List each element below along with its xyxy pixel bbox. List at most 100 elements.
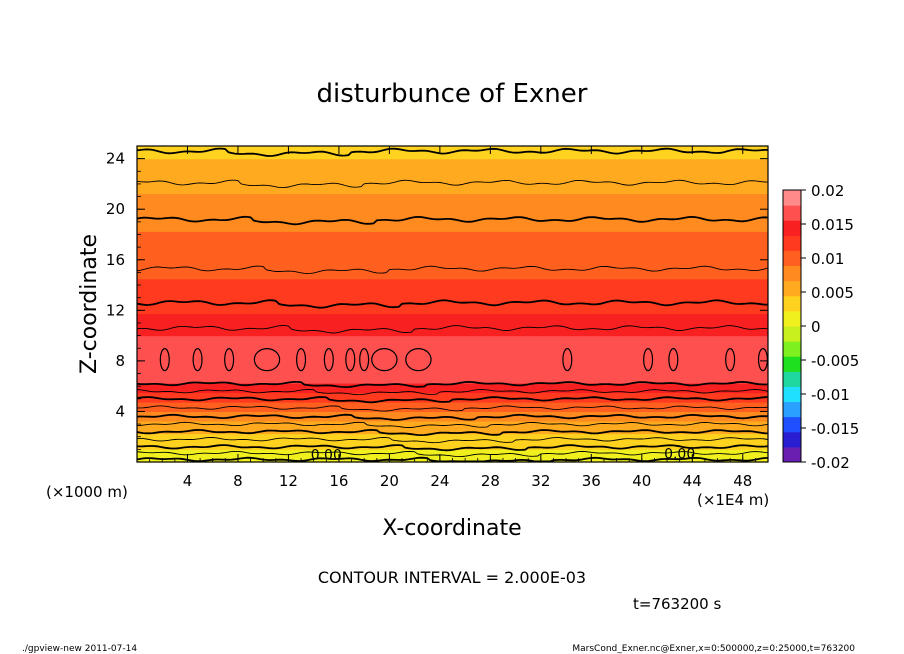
contour-line	[136, 450, 769, 458]
field-band	[137, 446, 768, 450]
field-band	[137, 345, 768, 349]
field-band	[137, 354, 768, 359]
x-tick-label: 44	[683, 472, 702, 490]
field-band	[137, 443, 768, 447]
contour-cell	[345, 348, 356, 372]
field-band	[137, 395, 768, 400]
colorbar-tick-label: -0.01	[811, 386, 850, 404]
field-band	[137, 357, 768, 362]
x-axis-title: X-coordinate	[382, 516, 521, 541]
contour-cell	[668, 348, 679, 372]
contour-cell	[323, 348, 334, 372]
field-band	[137, 253, 768, 258]
contour-line	[136, 421, 769, 428]
field-band	[137, 322, 768, 327]
contour-line	[136, 428, 769, 437]
footer-left: ./gpview-new 2011-07-14	[22, 644, 137, 654]
field-band	[137, 218, 768, 223]
field-band	[137, 288, 768, 292]
field-band	[137, 215, 768, 220]
field-band	[137, 389, 768, 394]
field-band	[137, 392, 768, 397]
x-tick-label: 40	[632, 472, 651, 490]
field-band	[137, 275, 768, 280]
y-unit-label: (×1000 m)	[46, 483, 128, 501]
footer-right: MarsCond_Exner.nc@Exner,x=0:500000,z=0:2…	[572, 644, 855, 654]
colorbar-tick-label: 0	[811, 318, 821, 336]
field-band	[137, 376, 768, 381]
field-band	[137, 439, 768, 444]
colorbar-swatch	[783, 235, 801, 251]
field-band	[137, 171, 768, 176]
field-band	[137, 364, 768, 368]
x-tick-label: 16	[329, 472, 348, 490]
x-tick-label: 24	[430, 472, 449, 490]
field-band	[137, 449, 768, 454]
x-tick-label: 32	[531, 472, 550, 490]
contour-cell	[371, 348, 398, 372]
contour-line	[136, 396, 769, 404]
plot-area	[137, 146, 768, 463]
field-band	[137, 225, 768, 229]
field-band	[137, 146, 768, 150]
y-axis: 4 8 12 16 20 24	[106, 150, 768, 450]
contour-label: 0.00	[311, 448, 342, 464]
contour-cell	[725, 348, 736, 372]
field-band	[137, 436, 768, 441]
field-band	[137, 338, 768, 343]
contour-line	[136, 380, 769, 389]
field-band	[137, 168, 768, 172]
colorbar-swatch	[783, 401, 801, 418]
field-band	[137, 199, 768, 204]
contour-interval-text: CONTOUR INTERVAL = 2.000E-03	[318, 568, 586, 587]
contour-line	[136, 265, 769, 275]
field-band	[137, 386, 768, 390]
colorbar-swatch	[783, 265, 801, 282]
colorbar-swatch	[783, 190, 801, 206]
field-band	[137, 307, 768, 311]
contour-cell	[224, 348, 235, 372]
field-band	[137, 291, 768, 296]
colorbar-swatch	[783, 310, 801, 327]
field-band	[137, 196, 768, 201]
field-band	[137, 212, 768, 217]
field-band	[137, 427, 768, 431]
x-unit-label: (×1E4 m)	[697, 491, 769, 509]
y-tick-label: 12	[106, 301, 125, 319]
contour-lines: 0.00 0.00	[136, 147, 769, 464]
colorbar-tick-label: -0.02	[811, 454, 850, 472]
contour-line	[136, 389, 769, 396]
contour-line	[137, 437, 769, 444]
field-band	[137, 243, 768, 248]
field-band	[137, 247, 768, 251]
field-band	[137, 326, 768, 330]
contour-label: 0.00	[664, 446, 695, 462]
colorbar-swatch	[783, 205, 801, 221]
field-band	[137, 152, 768, 157]
contour-line	[137, 444, 769, 452]
field-band	[137, 221, 768, 226]
colorbar-tick-label: -0.015	[811, 420, 859, 438]
field-band	[137, 237, 768, 242]
contour-line	[136, 299, 769, 309]
field-band	[137, 206, 768, 210]
field-band	[137, 158, 768, 163]
colorbar-swatch	[783, 341, 801, 357]
colorbar: 0.02 0.015 0.01 0.005 0 -0.005 -0.01 -0.015 -0.0…	[782, 182, 859, 472]
colorbar-tick-label: 0.01	[811, 250, 844, 268]
colorbar-swatch	[783, 326, 801, 342]
field-band	[137, 304, 768, 308]
colorbar-tick-label: 0.005	[811, 284, 854, 302]
field-band	[137, 285, 768, 289]
field-band	[137, 259, 768, 264]
x-axis: 4 8 12 16 20 24 28 32 36 40 44 48	[149, 146, 756, 490]
contour-cell	[757, 348, 768, 372]
field-band	[137, 228, 768, 232]
y-axis-title: Z-coordinate	[77, 234, 102, 374]
x-tick-label: 12	[279, 472, 298, 490]
field-band	[137, 367, 768, 371]
field-band	[137, 401, 768, 406]
field-band	[137, 183, 768, 188]
field-band	[137, 177, 768, 182]
